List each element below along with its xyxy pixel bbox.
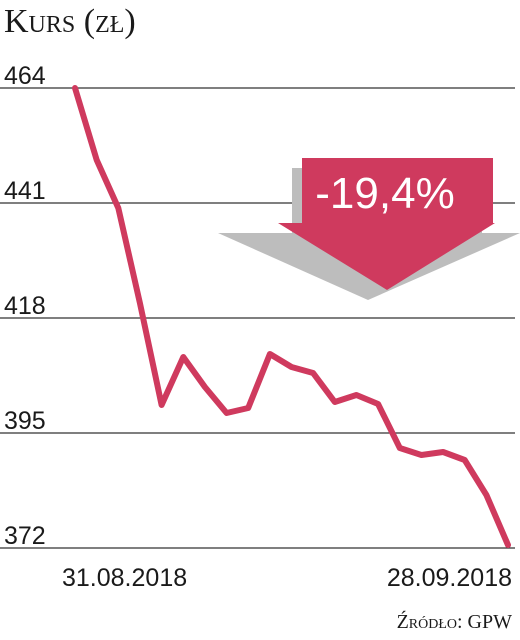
x-tick-label: 28.09.2018 bbox=[387, 564, 512, 592]
arrow-shape bbox=[278, 158, 495, 290]
source: Źródło: GPW bbox=[397, 610, 513, 633]
grid bbox=[0, 87, 515, 549]
y-tick-label: 395 bbox=[4, 407, 46, 435]
y-tick-label: 372 bbox=[4, 522, 46, 550]
arrow-callout: -19,4% bbox=[218, 158, 520, 300]
y-tick-label: 418 bbox=[4, 292, 46, 320]
y-tick-label: 441 bbox=[4, 177, 46, 205]
price-line bbox=[72, 85, 511, 548]
x-tick-label: 31.08.2018 bbox=[62, 564, 187, 592]
annotation: -19,4% bbox=[315, 169, 454, 218]
y-tick-label: 464 bbox=[4, 62, 46, 90]
chart-title: Kurs (zł) bbox=[4, 3, 136, 40]
